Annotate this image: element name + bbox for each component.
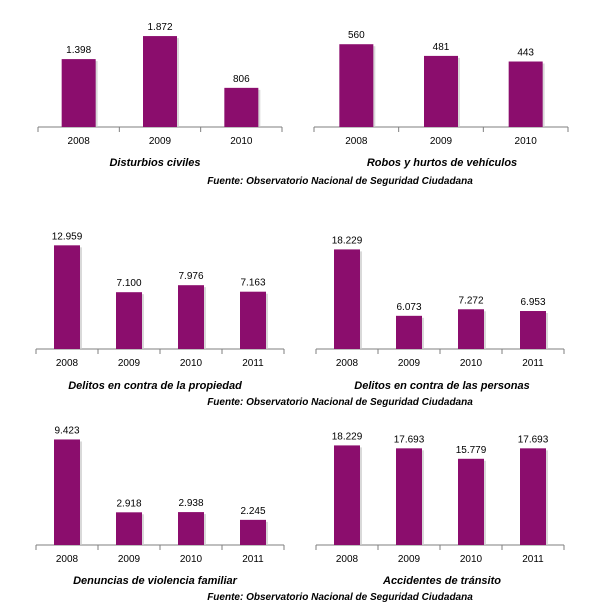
x-tick-label: 2008 [68,136,91,147]
bar [178,512,204,545]
data-label: 18.229 [332,431,363,442]
data-label: 7.272 [458,295,483,306]
bar [396,448,422,545]
chart-5: 9.423 2008 2.918 2009 2.938 2010 2.245 2011 Denu… [35,425,285,587]
data-label: 6.953 [520,297,545,308]
bar [178,285,204,349]
chart-title: Delitos en contra de las personas [354,380,529,392]
x-tick-label: 2009 [398,358,421,369]
data-label: 7.100 [116,278,141,289]
x-tick-label: 2010 [460,554,483,565]
x-tick-label: 2010 [460,358,483,369]
source-label-3: Fuente: Observatorio Nacional de Segurid… [207,592,473,603]
chart-3: 12.959 2008 7.100 2009 7.976 2010 7.163 2011Del… [35,231,285,392]
source-label-1: Fuente: Observatorio Nacional de Segurid… [207,176,473,187]
x-tick-label: 2011 [522,358,544,369]
bar [54,245,80,349]
x-tick-label: 2009 [118,358,141,369]
data-label: 2.245 [240,506,265,517]
x-tick-label: 2011 [242,358,264,369]
x-tick-label: 2010 [180,554,203,565]
bar [458,309,484,349]
chart-title: Accidentes de tránsito [382,575,501,587]
bar [520,311,546,349]
data-label: 17.693 [518,434,549,445]
bar [54,439,80,545]
bar [334,445,360,545]
chart-4: 18.229 2008 6.073 2009 7.272 2010 6.953 2011 Del… [315,235,565,392]
data-label: 9.423 [54,425,79,436]
chart-title: Denuncias de violencia familiar [73,575,238,587]
bar [61,59,96,128]
data-label: 806 [233,74,250,85]
bar [240,519,266,545]
data-label: 15.779 [456,445,487,456]
data-label: 6.073 [396,302,421,313]
x-tick-label: 2010 [515,136,538,147]
bar [520,448,546,545]
chart-6: 18.229 2008 17.693 2009 15.779 2010 17.693 2011… [315,431,565,587]
x-tick-label: 2009 [430,136,453,147]
data-label: 1.398 [66,45,91,56]
x-tick-label: 2010 [180,358,203,369]
x-tick-label: 2010 [230,136,253,147]
bar [396,315,422,349]
x-tick-label: 2011 [522,554,544,565]
chart-title: Disturbios civiles [109,157,200,169]
x-tick-label: 2009 [398,554,421,565]
x-tick-label: 2008 [56,358,79,369]
bar [458,458,484,545]
chart-title: Delitos en contra de la propiedad [68,380,242,392]
data-label: 481 [433,42,450,53]
chart-2: 560 2008 481 2009 443 2010 Robos y hurtos de v… [313,30,569,169]
bar [240,291,266,349]
x-tick-label: 2008 [56,554,79,565]
x-tick-label: 2008 [345,136,368,147]
bar [339,44,374,127]
source-label-2: Fuente: Observatorio Nacional de Segurid… [207,397,473,408]
bar [508,61,543,127]
data-label: 7.163 [240,278,265,289]
data-label: 560 [348,30,365,41]
data-label: 12.959 [52,231,83,242]
bar [334,249,360,349]
x-tick-label: 2011 [242,554,264,565]
chart-title: Robos y hurtos de vehículos [367,157,517,169]
x-tick-label: 2008 [336,358,359,369]
bar [224,87,259,127]
data-label: 17.693 [394,434,425,445]
x-tick-label: 2008 [336,554,359,565]
bar [424,55,458,127]
x-tick-label: 2009 [118,554,141,565]
data-label: 1.872 [147,22,172,33]
data-label: 18.229 [332,235,363,246]
x-tick-label: 2009 [149,136,172,147]
data-label: 2.918 [116,498,141,509]
bar [143,36,177,127]
bar [116,292,142,349]
data-label: 443 [517,48,534,59]
data-label: 2.938 [178,498,203,509]
chart-1: 1.398 2008 1.872 2009 806 2010 Disturbios civi… [37,22,283,169]
bar [116,512,142,545]
data-label: 7.976 [178,271,203,282]
